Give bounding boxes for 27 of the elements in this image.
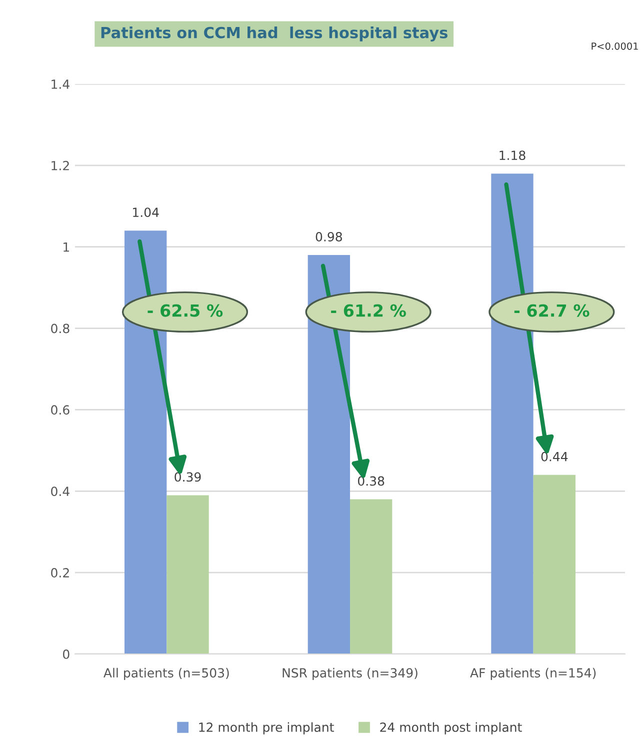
x-tick-label: All patients (n=503) [104,668,229,680]
y-tick-label: 0.8 [51,324,70,334]
annotation: - 62.5 % [148,304,223,317]
y-tick-label: 0 [63,649,70,659]
annotation: - 62.7 % [514,304,590,317]
data-label: 1.04 [133,208,159,218]
legend-label: 24 month post implant [380,722,522,734]
data-label: 0.98 [316,232,342,242]
bar [350,499,392,654]
chart-title: Patients on CCM had less hospital stays [101,26,448,42]
data-label: 0.44 [541,452,568,462]
y-tick-label: 1.4 [52,80,70,89]
data-label: 1.18 [500,150,526,160]
y-tick-label: 0.4 [51,486,70,496]
data-label: 0.38 [358,476,384,486]
text: P<0.0001 [592,42,638,50]
bar [166,495,209,654]
x-tick-label: NSR patients (n=349) [282,668,418,680]
y-tick-label: 1.2 [52,160,69,170]
x-tick-label: AF patients (n=154) [470,668,596,680]
legend-label: 12 month pre implant [199,722,334,734]
y-tick-label: 0.2 [51,568,69,578]
y-tick-label: 0.6 [51,405,70,415]
bar [533,474,576,654]
annotation: - 61.2 % [331,304,406,317]
y-tick-label: 1 [64,242,69,252]
data-label: 0.39 [174,472,201,482]
